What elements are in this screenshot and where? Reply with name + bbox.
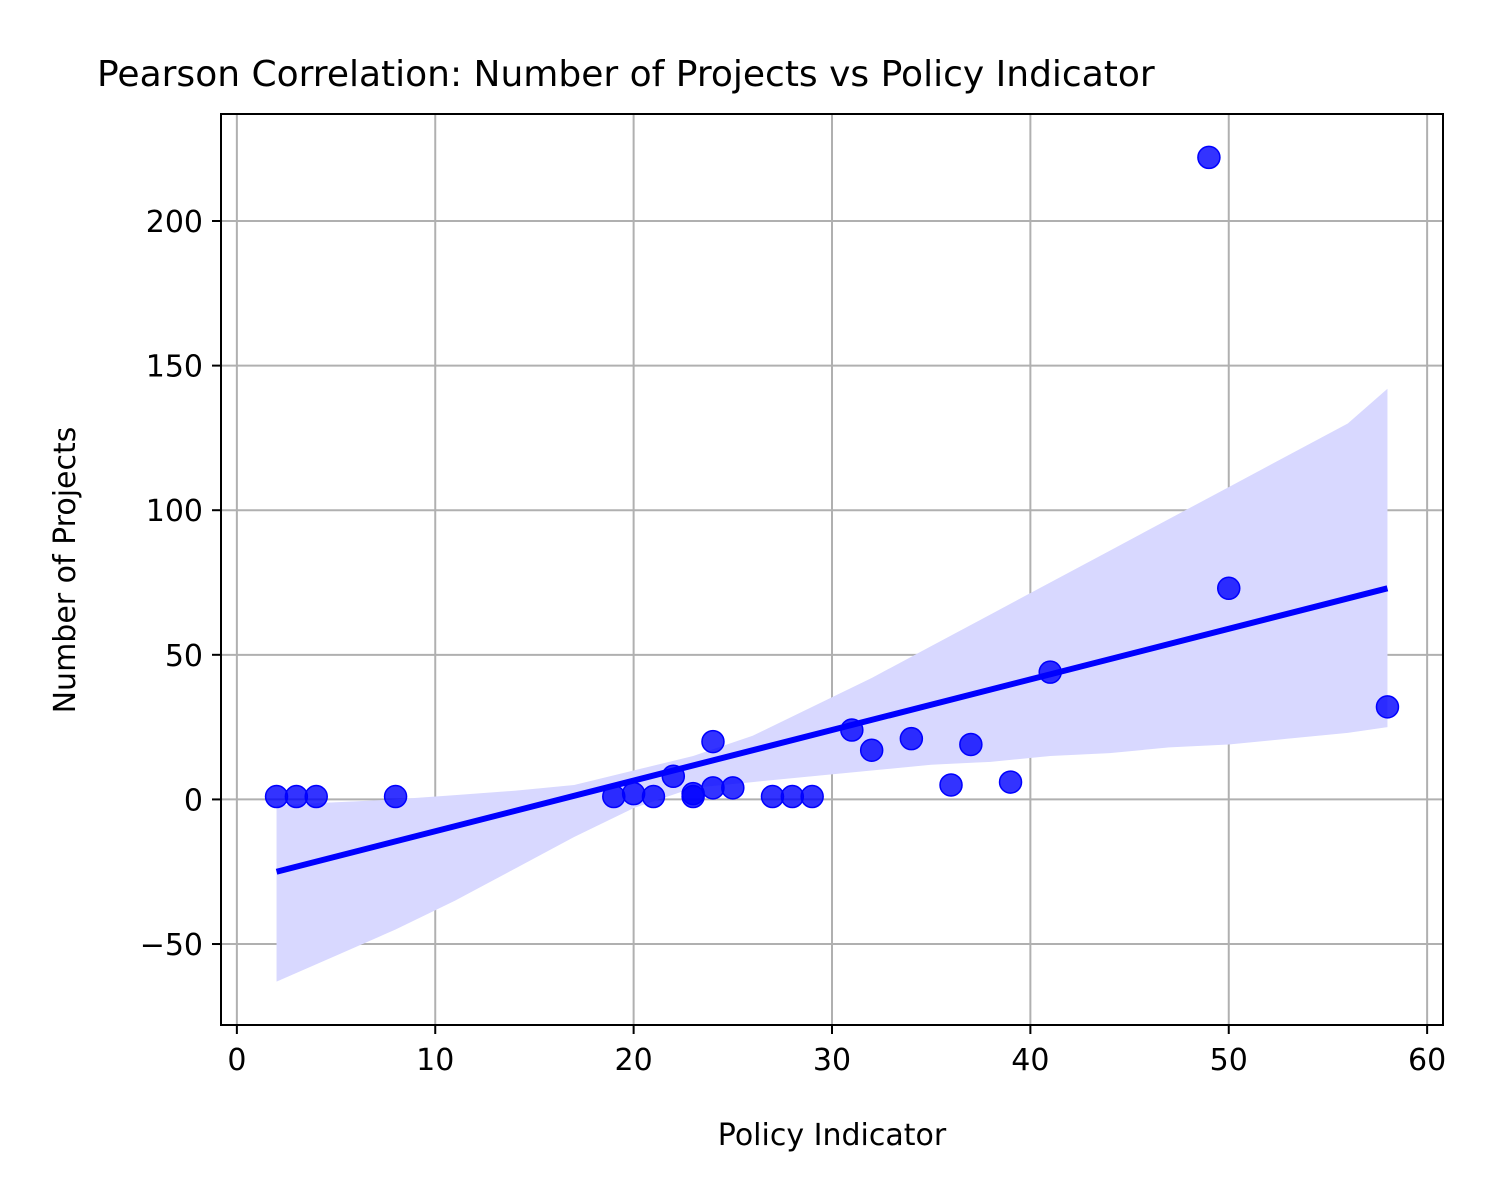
data-point <box>284 784 309 809</box>
data-point <box>701 729 725 754</box>
scatter-points <box>264 145 1400 809</box>
data-point <box>641 784 666 809</box>
y-axis-label: Number of Projects <box>48 427 83 714</box>
data-point <box>681 781 705 806</box>
x-tick-label: 40 <box>1011 1043 1049 1078</box>
regression-line-layer <box>275 585 1389 875</box>
data-point <box>383 784 408 809</box>
y-tick-label: 150 <box>146 350 203 385</box>
x-tick-label: 30 <box>813 1043 851 1078</box>
confidence-band-layer <box>276 388 1388 982</box>
y-tick-label: −50 <box>140 928 203 963</box>
data-point <box>800 784 824 809</box>
y-axis-ticks: −50 0 50 100 150 200 <box>140 205 221 963</box>
data-point <box>1217 576 1241 601</box>
y-tick-label: 0 <box>184 783 203 818</box>
chart-title: Pearson Correlation: Number of Projects … <box>97 54 1155 95</box>
x-tick-label: 50 <box>1210 1043 1248 1078</box>
data-point <box>304 784 328 809</box>
data-point <box>721 776 745 800</box>
y-tick-label: 100 <box>146 494 203 529</box>
x-tick-label: 0 <box>227 1043 246 1078</box>
data-point <box>760 784 785 809</box>
y-tick-label: 50 <box>165 639 203 674</box>
data-point <box>780 784 805 809</box>
x-tick-label: 10 <box>416 1043 454 1078</box>
x-tick-label: 20 <box>615 1043 653 1078</box>
data-point <box>939 773 963 797</box>
confidence-band <box>276 388 1388 982</box>
data-point <box>859 738 884 763</box>
data-point <box>1197 145 1221 170</box>
y-tick-label: 200 <box>146 205 203 240</box>
regression-line <box>275 585 1389 875</box>
x-tick-label: 60 <box>1408 1043 1446 1078</box>
data-point <box>899 726 924 751</box>
data-point <box>998 770 1023 794</box>
data-point <box>264 784 289 809</box>
data-point <box>1375 695 1400 719</box>
x-axis-label: Policy Indicator <box>718 1118 947 1153</box>
data-point <box>621 781 646 806</box>
data-point <box>959 732 983 757</box>
data-point <box>701 776 725 800</box>
x-axis-ticks: 0 10 20 30 40 50 60 <box>227 1025 1446 1078</box>
